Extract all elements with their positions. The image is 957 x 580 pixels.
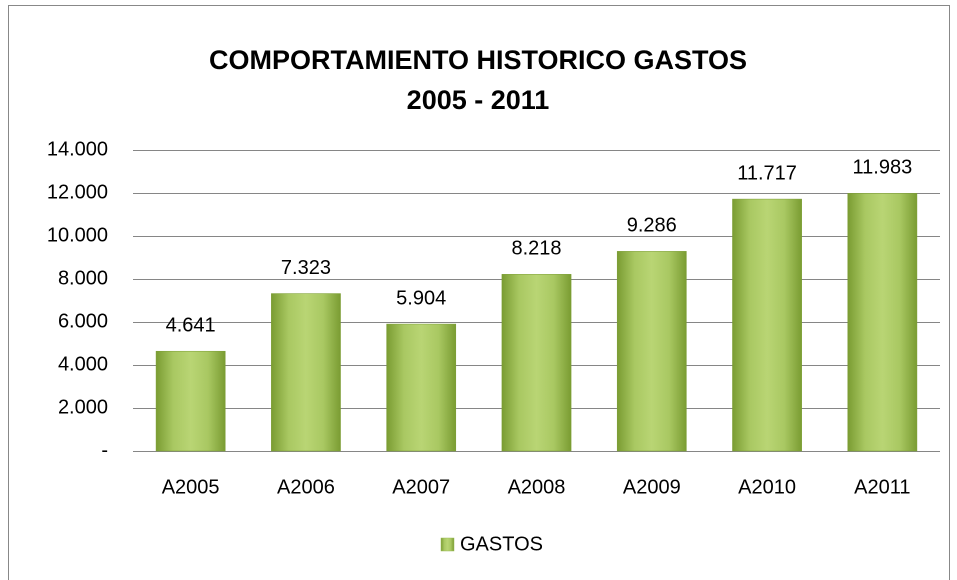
x-tick-label: A2009 bbox=[623, 476, 681, 498]
data-label: 7.323 bbox=[281, 257, 331, 279]
data-label: 9.286 bbox=[627, 215, 677, 237]
bar bbox=[616, 251, 687, 452]
data-label: 4.641 bbox=[166, 314, 216, 336]
bar bbox=[271, 293, 341, 452]
chart-title: COMPORTAMIENTO HISTORICO GASTOS bbox=[209, 45, 747, 75]
bar bbox=[386, 323, 457, 452]
x-tick-label: A2010 bbox=[738, 476, 796, 498]
y-tick-label: - bbox=[101, 439, 108, 461]
data-label: 11.717 bbox=[737, 162, 797, 184]
y-tick-label: 2.000 bbox=[58, 396, 108, 418]
legend-swatch bbox=[440, 537, 455, 552]
y-tick-label: 14.000 bbox=[47, 138, 108, 160]
y-tick-label: 4.000 bbox=[58, 353, 108, 375]
y-tick-label: 12.000 bbox=[47, 181, 108, 203]
y-tick-label: 8.000 bbox=[58, 267, 108, 289]
x-tick-label: A2005 bbox=[162, 476, 220, 498]
bar bbox=[847, 193, 918, 452]
data-label: 5.904 bbox=[396, 287, 446, 309]
y-tick-label: 6.000 bbox=[58, 310, 108, 332]
x-tick-label: A2008 bbox=[508, 476, 566, 498]
data-label: 11.983 bbox=[853, 157, 913, 179]
x-tick-label: A2007 bbox=[392, 476, 450, 498]
bar bbox=[155, 350, 226, 452]
bar bbox=[501, 274, 572, 452]
bar bbox=[732, 198, 802, 452]
x-tick-label: A2006 bbox=[277, 476, 335, 498]
x-tick-label: A2011 bbox=[854, 476, 910, 498]
chart-subtitle: 2005 - 2011 bbox=[407, 85, 550, 115]
data-label: 8.218 bbox=[511, 238, 561, 260]
legend-label: GASTOS bbox=[460, 533, 543, 555]
y-tick-label: 10.000 bbox=[47, 224, 108, 246]
